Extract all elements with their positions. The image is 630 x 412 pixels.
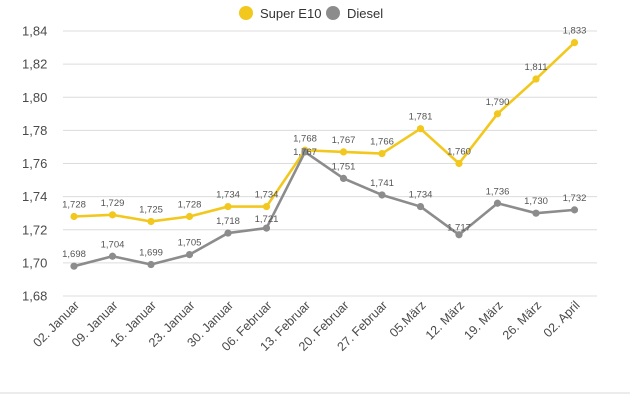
- data-label: 1,767: [293, 147, 317, 158]
- series-line: [72, 150, 576, 268]
- data-point: [262, 224, 271, 232]
- legend-marker: [326, 6, 340, 20]
- data-label: 1,767: [332, 135, 356, 146]
- data-point: [70, 262, 78, 270]
- data-labels: 1,728 1,729 1,725 1,728 1,734 1,734 1,768 1,767…: [62, 26, 586, 261]
- data-point: [185, 250, 194, 259]
- data-point: [70, 212, 78, 221]
- data-label: 1,732: [563, 193, 587, 204]
- legend-label: Diesel: [347, 6, 383, 21]
- y-tick-label: 1,78: [22, 123, 47, 138]
- data-point: [455, 159, 463, 168]
- series-line: [72, 41, 576, 223]
- data-label: 1,718: [216, 216, 240, 227]
- data-point: [301, 148, 309, 156]
- data-point: [339, 174, 348, 183]
- data-point: [493, 110, 502, 118]
- data-label: 1,760: [447, 147, 471, 158]
- data-label: 1,833: [563, 26, 587, 37]
- series-lines: [72, 41, 576, 268]
- data-point: [570, 38, 579, 47]
- data-label: 1,725: [139, 204, 163, 215]
- y-tick-label: 1,84: [22, 24, 47, 39]
- y-tick-label: 1,76: [22, 156, 47, 171]
- x-tick-label: 19. März: [461, 298, 505, 342]
- x-tick-label: 05.März: [387, 298, 429, 340]
- data-label: 1,751: [332, 161, 356, 172]
- y-tick-label: 1,80: [22, 90, 47, 105]
- y-axis-tick-labels: 1,68 1,70 1,72 1,74 1,76 1,78 1,80 1,82 1,84: [22, 24, 47, 304]
- data-label: 1,734: [255, 190, 279, 201]
- data-label: 1,699: [139, 248, 163, 259]
- data-point: [224, 202, 232, 211]
- data-point: [532, 75, 540, 83]
- data-label: 1,790: [486, 97, 510, 108]
- data-point: [185, 212, 194, 221]
- y-tick-label: 1,72: [22, 222, 47, 237]
- y-tick-label: 1,70: [22, 255, 47, 270]
- y-tick-label: 1,68: [22, 289, 47, 304]
- data-label: 1,811: [524, 62, 547, 73]
- data-point: [378, 149, 386, 158]
- data-label: 1,736: [486, 186, 510, 197]
- data-point: [262, 202, 271, 211]
- data-label: 1,730: [524, 196, 548, 207]
- data-label: 1,766: [370, 137, 394, 148]
- data-label: 1,717: [447, 223, 471, 234]
- x-tick-label: 26. März: [500, 298, 544, 342]
- data-point: [339, 148, 348, 156]
- x-tick-label: 12. März: [423, 298, 467, 342]
- data-point: [416, 202, 425, 211]
- data-label: 1,704: [101, 239, 125, 250]
- data-point: [455, 231, 463, 239]
- data-label: 1,781: [409, 112, 433, 123]
- data-point: [108, 211, 117, 219]
- x-tick-label: 02. April: [541, 298, 583, 340]
- data-label: 1,741: [370, 178, 394, 189]
- data-label: 1,705: [178, 238, 202, 249]
- data-point: [108, 252, 117, 260]
- data-label: 1,768: [293, 133, 317, 144]
- y-tick-label: 1,74: [22, 189, 47, 204]
- data-point: [378, 191, 386, 199]
- data-label: 1,734: [216, 190, 240, 201]
- data-point: [224, 229, 232, 237]
- series-points: [70, 38, 579, 270]
- data-point: [147, 260, 155, 269]
- data-point: [416, 125, 425, 133]
- data-point: [147, 217, 155, 226]
- data-point: [570, 206, 579, 214]
- legend: Super E10 Diesel: [239, 6, 383, 21]
- legend-marker: [239, 6, 253, 20]
- data-label: 1,728: [62, 200, 86, 211]
- data-label: 1,728: [178, 200, 202, 211]
- data-label: 1,698: [62, 249, 86, 260]
- data-label: 1,729: [101, 198, 125, 209]
- data-point: [532, 209, 540, 217]
- data-label: 1,734: [409, 190, 433, 201]
- legend-label: Super E10: [260, 6, 321, 21]
- data-point: [493, 199, 502, 207]
- y-tick-label: 1,82: [22, 57, 47, 72]
- data-label: 1,721: [255, 214, 279, 225]
